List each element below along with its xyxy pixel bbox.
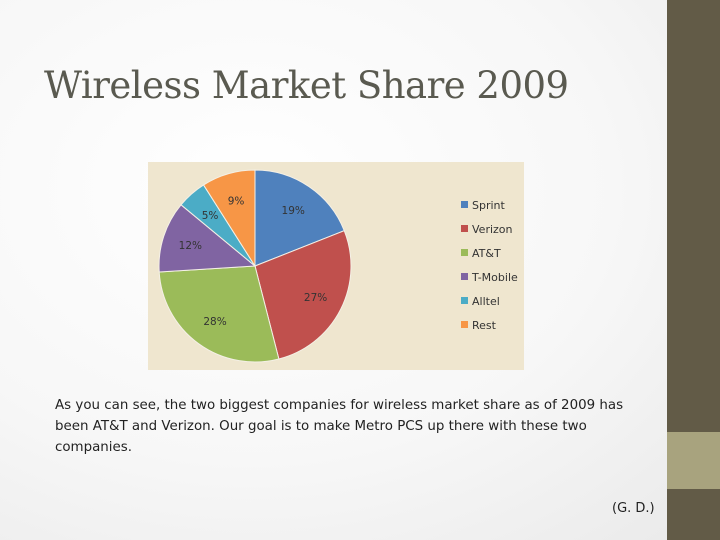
legend-swatch (461, 201, 468, 208)
legend-swatch (461, 273, 468, 280)
slide-title: Wireless Market Share 2009 (44, 64, 569, 107)
pie-data-label: 27% (304, 292, 327, 304)
legend-label: Alltel (472, 295, 500, 308)
pie-chart: 19% 27% 28% 12% 5% 9% Sprint Verizon AT&T T-Mobil… (158, 169, 518, 363)
pie-data-label: 19% (282, 205, 305, 217)
legend-label: AT&T (472, 247, 501, 260)
pie-data-label: 28% (203, 316, 226, 328)
pie-slice-rest (202, 169, 256, 268)
slide-credit: (G. D.) (612, 501, 655, 516)
pie-slice-at-t (158, 265, 280, 363)
sidebar-decoration-bottom (667, 489, 720, 540)
legend-swatch (461, 297, 468, 304)
slide-body-text: As you can see, the two biggest companie… (55, 398, 624, 455)
legend-label: Sprint (472, 199, 506, 212)
pie-slice-verizon (254, 230, 352, 360)
legend-swatch (461, 321, 468, 328)
sidebar-decoration-accent (667, 432, 720, 489)
legend-label: T-Mobile (471, 271, 518, 284)
sidebar-decoration-top (667, 0, 720, 432)
pie-slice-t-mobile (158, 204, 257, 273)
legend-swatch (461, 249, 468, 256)
pie-chart-area: 19% 27% 28% 12% 5% 9% Sprint Verizon AT&T T-Mobil… (148, 162, 524, 370)
legend-swatch (461, 225, 468, 232)
pie-data-label: 12% (179, 240, 202, 252)
pie-data-label: 5% (202, 210, 219, 222)
pie-data-label: 9% (228, 196, 245, 208)
legend-label: Verizon (472, 223, 513, 236)
pie-slice-sprint (254, 169, 345, 267)
legend-label: Rest (472, 319, 497, 332)
